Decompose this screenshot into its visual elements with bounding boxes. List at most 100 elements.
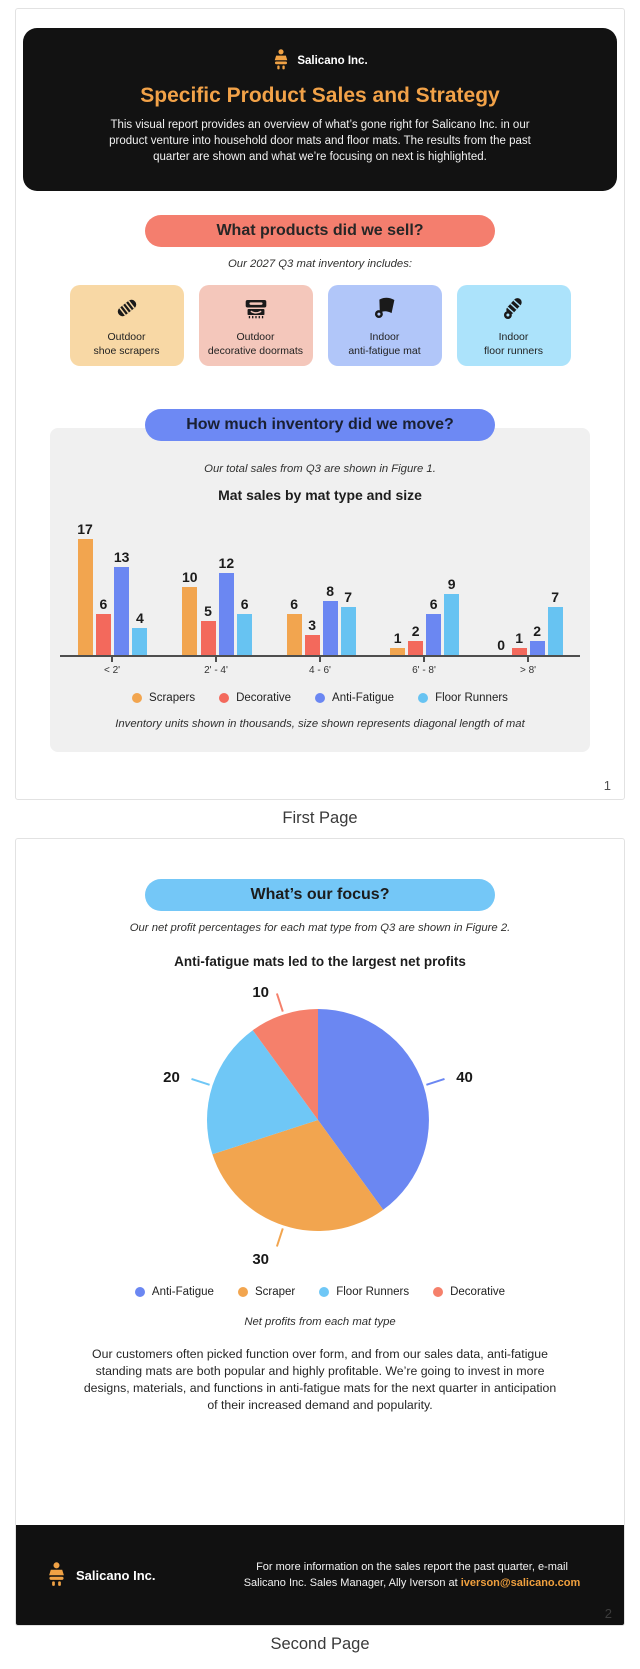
footer-contact-text: For more information on the sales report… bbox=[226, 1559, 598, 1592]
legend-dot bbox=[319, 1287, 330, 1297]
bar-decorative bbox=[511, 648, 527, 655]
legend-label: Floor Runners bbox=[435, 692, 508, 704]
products-subtitle: Our 2027 Q3 mat inventory includes: bbox=[228, 258, 412, 270]
banner-whats-our-focus: What’s our focus? bbox=[145, 879, 495, 911]
legend-item: Floor Runners bbox=[319, 1286, 409, 1298]
product-card-label: Outdoor decorative doormats bbox=[207, 330, 304, 357]
bar-scrapers bbox=[77, 539, 93, 655]
x-axis-label: < 2' bbox=[78, 657, 147, 676]
product-card-decorative-doormats: Outdoor decorative doormats bbox=[198, 285, 313, 366]
product-card-floor-runners: Indoor floor runners bbox=[456, 285, 571, 366]
bar-value-label: 6 bbox=[99, 596, 108, 613]
product-card-shoe-scrapers: Outdoor shoe scrapers bbox=[69, 285, 184, 366]
legend-item: Anti-Fatigue bbox=[134, 1286, 214, 1298]
shoe-scraper-brush-icon bbox=[111, 293, 143, 323]
brand-row: Salicano Inc. bbox=[23, 49, 617, 72]
pie-slice-floor-runners bbox=[206, 1030, 318, 1155]
x-axis-label: 4 - 6' bbox=[286, 657, 355, 676]
bar-value-label: 6 bbox=[240, 596, 249, 613]
bar-value-label: 3 bbox=[308, 616, 317, 633]
legend-item: Decorative bbox=[433, 1286, 505, 1298]
pie-callout-line bbox=[426, 1077, 445, 1086]
legend-item: Floor Runners bbox=[418, 692, 508, 704]
x-axis-label: 6' - 8' bbox=[390, 657, 459, 676]
salicano-logo-icon bbox=[49, 1561, 64, 1586]
bar-floor-runners bbox=[547, 607, 563, 655]
pie-legend: Anti-Fatigue Scraper Floor Runners Decorati… bbox=[16, 1286, 624, 1298]
pie-slice-anti-fatigue bbox=[318, 1009, 429, 1210]
banner-how-much-inventory: How much inventory did we move? bbox=[145, 409, 495, 441]
bar-value-label: 6 bbox=[290, 596, 299, 613]
bar-value-label: 13 bbox=[113, 548, 130, 565]
bar-group: 17 6 13 4 bbox=[77, 521, 148, 655]
anti-fatigue-mat-icon bbox=[369, 293, 401, 323]
report-footer: Salicano Inc. For more information on th… bbox=[16, 1525, 624, 1625]
bar-decorative bbox=[200, 621, 216, 655]
legend-dot bbox=[433, 1287, 444, 1297]
report-description: This visual report provides an overview … bbox=[109, 119, 531, 163]
bar-value-label: 1 bbox=[393, 630, 402, 647]
bar-chart-title: Mat sales by mat type and size bbox=[218, 487, 422, 503]
pie-value-label: 20 bbox=[163, 1069, 180, 1086]
pie-chart-title: Anti-fatigue mats led to the largest net… bbox=[174, 954, 466, 969]
bar-floor-runners bbox=[444, 593, 460, 655]
x-axis-label: > 8' bbox=[494, 657, 563, 676]
bar-value-label: 7 bbox=[344, 589, 353, 606]
bar-plot: 17 6 13 4 10 5 12 6 6 3 8 7 1 2 6 9 0 1 2 7 bbox=[60, 521, 580, 657]
bar-value-label: 8 bbox=[326, 582, 335, 599]
pie-callout-line bbox=[191, 1077, 210, 1086]
bar-value-label: 6 bbox=[429, 596, 438, 613]
legend-label: Scrapers bbox=[149, 692, 196, 704]
legend-item: Decorative bbox=[219, 692, 291, 704]
bar-scrapers bbox=[390, 648, 406, 655]
bar-value-label: 9 bbox=[447, 575, 456, 592]
bar-value-label: 12 bbox=[218, 555, 235, 572]
pie-value-label: 30 bbox=[252, 1251, 269, 1268]
bar-value-label: 5 bbox=[204, 603, 212, 619]
bar-decorative bbox=[304, 634, 320, 655]
page-number: 1 bbox=[603, 778, 611, 793]
salicano-logo-icon bbox=[275, 49, 288, 70]
bar-value-label: 10 bbox=[181, 569, 198, 585]
x-axis-label: 2' - 4' bbox=[182, 657, 251, 676]
product-card-label: Indoor anti-fatigue mat bbox=[348, 330, 421, 357]
legend-item: Scraper bbox=[237, 1286, 295, 1298]
contact-email-link[interactable]: iverson@salicano.com bbox=[460, 1577, 581, 1589]
focus-subtitle: Our net profit percentages for each mat … bbox=[129, 922, 511, 934]
legend-dot bbox=[315, 693, 326, 703]
page-caption-first: First Page bbox=[282, 809, 358, 827]
bar-decorative bbox=[95, 614, 111, 655]
legend-dot bbox=[418, 693, 429, 703]
legend-dot bbox=[237, 1287, 248, 1297]
pie-chart-caption: Net profits from each mat type bbox=[244, 1316, 396, 1328]
report-title: Specific Product Sales and Strategy bbox=[140, 84, 500, 107]
inventory-subtitle: Our total sales from Q3 are shown in Fig… bbox=[204, 463, 436, 475]
footer-brand-row: Salicano Inc. bbox=[46, 1561, 155, 1589]
bar-anti-fatigue bbox=[529, 641, 545, 655]
bar-legend: Scrapers Decorative Anti-Fatigue Floor Runn… bbox=[50, 692, 590, 704]
legend-dot bbox=[134, 1287, 145, 1297]
pie-callout-line bbox=[275, 993, 284, 1012]
pie-slice-decorative bbox=[252, 1009, 318, 1120]
bar-anti-fatigue bbox=[218, 573, 234, 655]
bar-value-label: 7 bbox=[551, 589, 560, 606]
legend-label: Anti-Fatigue bbox=[151, 1286, 214, 1298]
report-page-1: Salicano Inc. Specific Product Sales and… bbox=[15, 8, 625, 800]
legend-item: Anti-Fatigue bbox=[315, 692, 394, 704]
footer-contact-line1: For more information on the sales report… bbox=[256, 1560, 568, 1573]
legend-label: Floor Runners bbox=[336, 1286, 410, 1298]
bar-value-label: 2 bbox=[411, 623, 420, 640]
pie-value-label: 10 bbox=[252, 984, 269, 1001]
product-card-anti-fatigue-mat: Indoor anti-fatigue mat bbox=[327, 285, 442, 366]
bar-chart-note: Inventory units shown in thousands, size… bbox=[115, 718, 525, 730]
legend-label: Decorative bbox=[236, 692, 292, 704]
bar-value-label: 2 bbox=[533, 623, 542, 640]
pie-chart-svg: 40 30 20 10 bbox=[163, 984, 473, 1268]
inventory-panel: How much inventory did we move? Our tota… bbox=[50, 409, 590, 752]
page-number: 2 bbox=[604, 1606, 612, 1621]
hero-header: Salicano Inc. Specific Product Sales and… bbox=[23, 28, 617, 191]
legend-dot bbox=[219, 693, 230, 703]
